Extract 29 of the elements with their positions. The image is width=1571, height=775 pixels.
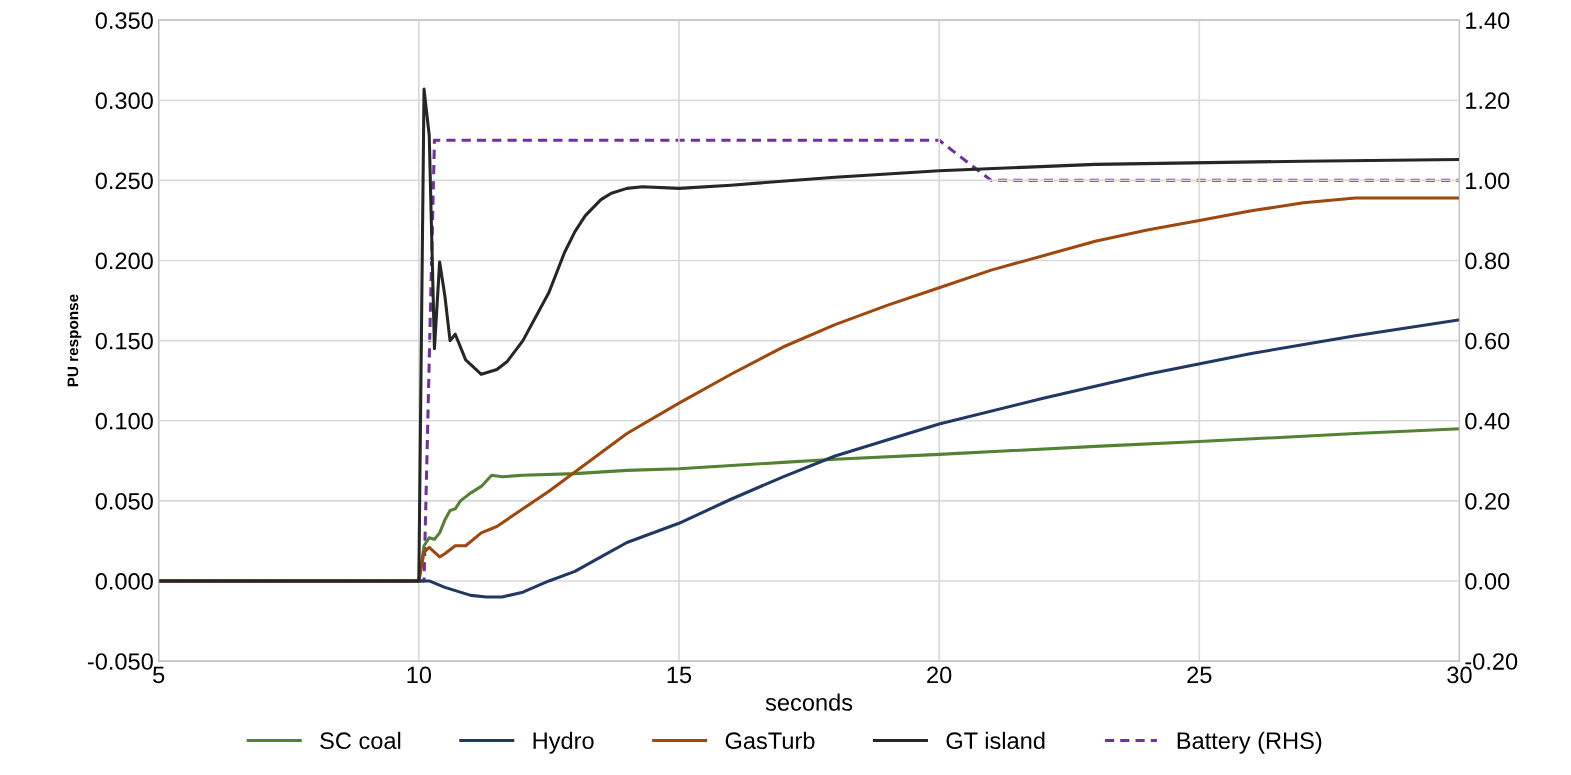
y-tick-label: 0.300 <box>95 92 153 110</box>
y-tick-label: 0.050 <box>95 492 153 510</box>
y-axis-title: PU response <box>67 294 82 387</box>
x-axis-title: seconds <box>765 693 853 711</box>
x-tick-label: 10 <box>407 666 432 684</box>
legend-label: Battery (RHS) <box>1177 731 1322 754</box>
x-tick-label: 20 <box>927 666 952 684</box>
y-tick-label: 0.250 <box>95 172 153 190</box>
legend-label: SC coal <box>320 731 401 750</box>
x-tick-label: 5 <box>153 666 165 684</box>
y2-tick-label: 1.00 <box>1466 172 1510 190</box>
y-tick-label: 0.000 <box>95 573 153 590</box>
legend-label: GT island <box>946 731 1045 750</box>
y-tick-label: 0.150 <box>95 332 153 350</box>
y2-tick-label: 0.00 <box>1465 573 1510 590</box>
y2-tick-label: 1.40 <box>1466 12 1510 29</box>
y-tick-label: 0.100 <box>95 412 153 430</box>
y-tick-label: -0.050 <box>87 653 153 670</box>
x-tick-label: 15 <box>667 666 692 684</box>
x-tick-label: 25 <box>1187 666 1212 684</box>
y2-tick-label: 0.20 <box>1465 492 1510 510</box>
legend-label: Hydro <box>533 731 594 754</box>
y2-tick-label: 0.60 <box>1465 332 1510 350</box>
y-tick-label: 0.200 <box>95 252 153 270</box>
y-tick-label: 0.350 <box>95 12 153 29</box>
legend-label: GasTurb <box>725 731 815 750</box>
y2-tick-label: 0.40 <box>1465 412 1510 430</box>
y2-tick-label: 0.80 <box>1465 252 1510 270</box>
y2-tick-label: 1.20 <box>1466 92 1510 110</box>
